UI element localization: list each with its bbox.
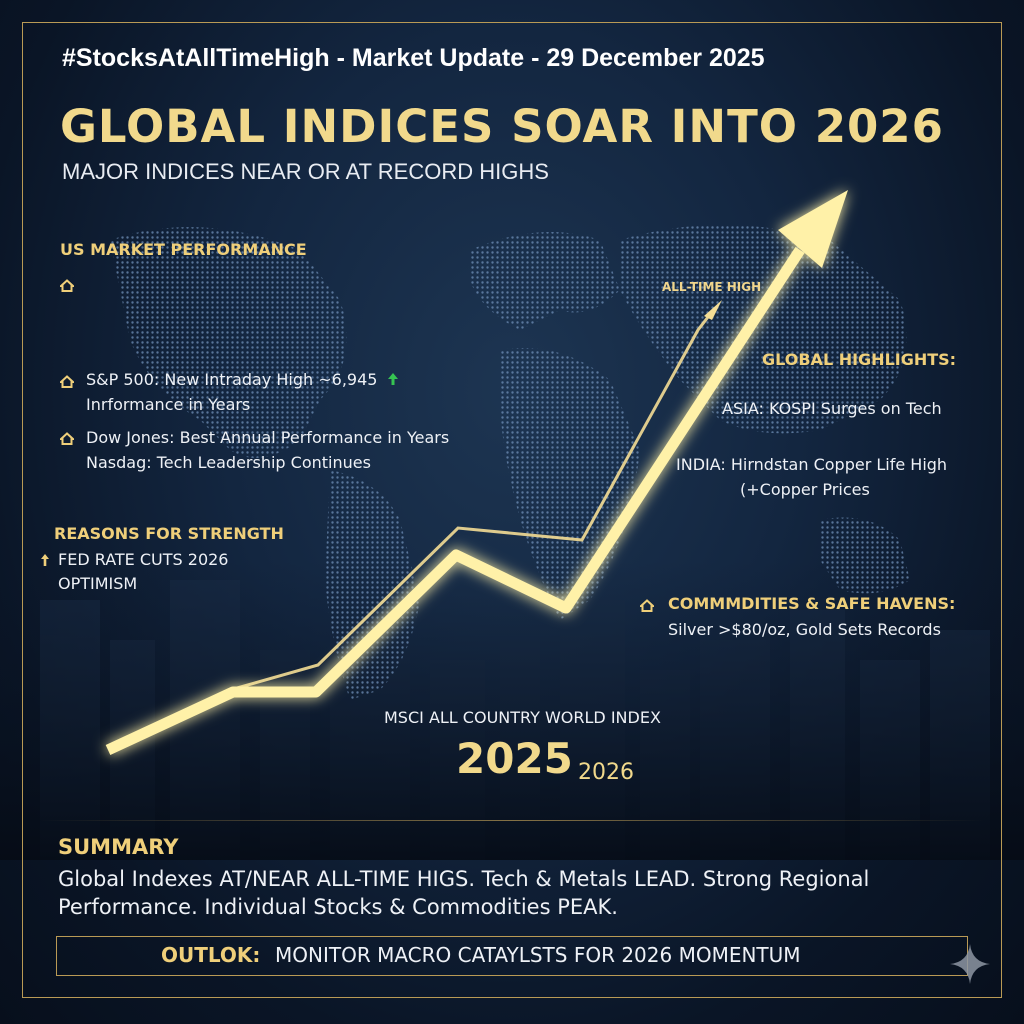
commodities-text: Silver >$80/oz, Gold Sets Records [668, 620, 941, 639]
year-start-label: 2025 [456, 734, 573, 783]
all-time-high-label: ALL-TIME HIGH [662, 280, 762, 294]
thin-trend-line [229, 307, 717, 692]
us-market-item-2: Inrformance in Years [86, 395, 251, 414]
house-icon [640, 599, 654, 612]
outlook-label: OUTLOK: [161, 943, 261, 967]
headline: GLOBAL INDICES SOAR INTO 2026 [60, 100, 944, 153]
sp500-item: S&P 500: New Intraday High ~6,945 [86, 370, 399, 389]
year-end-label: 2026 [578, 760, 634, 785]
nasdaq-item: Nasdag: Tech Leadership Continues [86, 453, 371, 472]
main-arrowhead [778, 190, 848, 268]
sp500-text: S&P 500: New Intraday High ~6,945 [86, 370, 378, 389]
summary-line-2: Performance. Individual Stocks & Commodi… [58, 895, 618, 919]
outer-frame [22, 22, 1002, 998]
india-highlight-line-1: INDIA: Hirndstan Copper Life High [676, 455, 948, 474]
up-arrow-icon [387, 373, 398, 385]
us-market-title: US MARKET PERFORMANCE [60, 240, 307, 259]
up-arrow-icon [41, 554, 49, 566]
house-icon [60, 375, 74, 388]
reasons-title: REASONS FOR STRENGTH [54, 524, 284, 543]
house-icon [60, 279, 74, 292]
subheadline: MAJOR INDICES NEAR OR AT RECORD HIGHS [62, 159, 549, 184]
reasons-line-1: FED RATE CUTS 2026 [58, 550, 229, 569]
outlook-text: MONITOR MACRO CATAYLSTS FOR 2026 MOMENTU… [275, 943, 801, 967]
summary-line-1: Global Indexes AT/NEAR ALL-TIME HIGS. Te… [58, 867, 870, 891]
thin-arrowhead [704, 300, 722, 320]
india-highlight-line-2: (+Copper Prices [740, 480, 870, 499]
summary-title: SUMMARY [58, 835, 179, 859]
asia-highlight: ASIA: KOSPI Surges on Tech [722, 399, 942, 418]
main-trend-line [105, 246, 805, 755]
reasons-line-2: OPTIMISM [58, 574, 138, 593]
sparkle-icon [950, 944, 990, 984]
outlook-box: OUTLOK: MONITOR MACRO CATAYLSTS FOR 2026… [56, 936, 968, 976]
continents [110, 225, 910, 700]
commodities-title: COMMMDITIES & SAFE HAVENS: [668, 594, 956, 613]
house-icon [60, 432, 74, 445]
global-highlights-title: GLOBAL HIGHLIGHTS: [762, 350, 957, 369]
index-name-label: MSCI ALL COUNTRY WORLD INDEX [384, 708, 661, 727]
divider [40, 820, 984, 821]
hashtag-title: #StocksAtAllTimeHigh - Market Update - 2… [62, 44, 765, 72]
dow-jones-item: Dow Jones: Best Annual Performance in Ye… [86, 428, 450, 447]
